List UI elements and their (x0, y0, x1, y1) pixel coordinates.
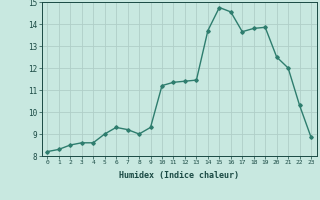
X-axis label: Humidex (Indice chaleur): Humidex (Indice chaleur) (119, 171, 239, 180)
